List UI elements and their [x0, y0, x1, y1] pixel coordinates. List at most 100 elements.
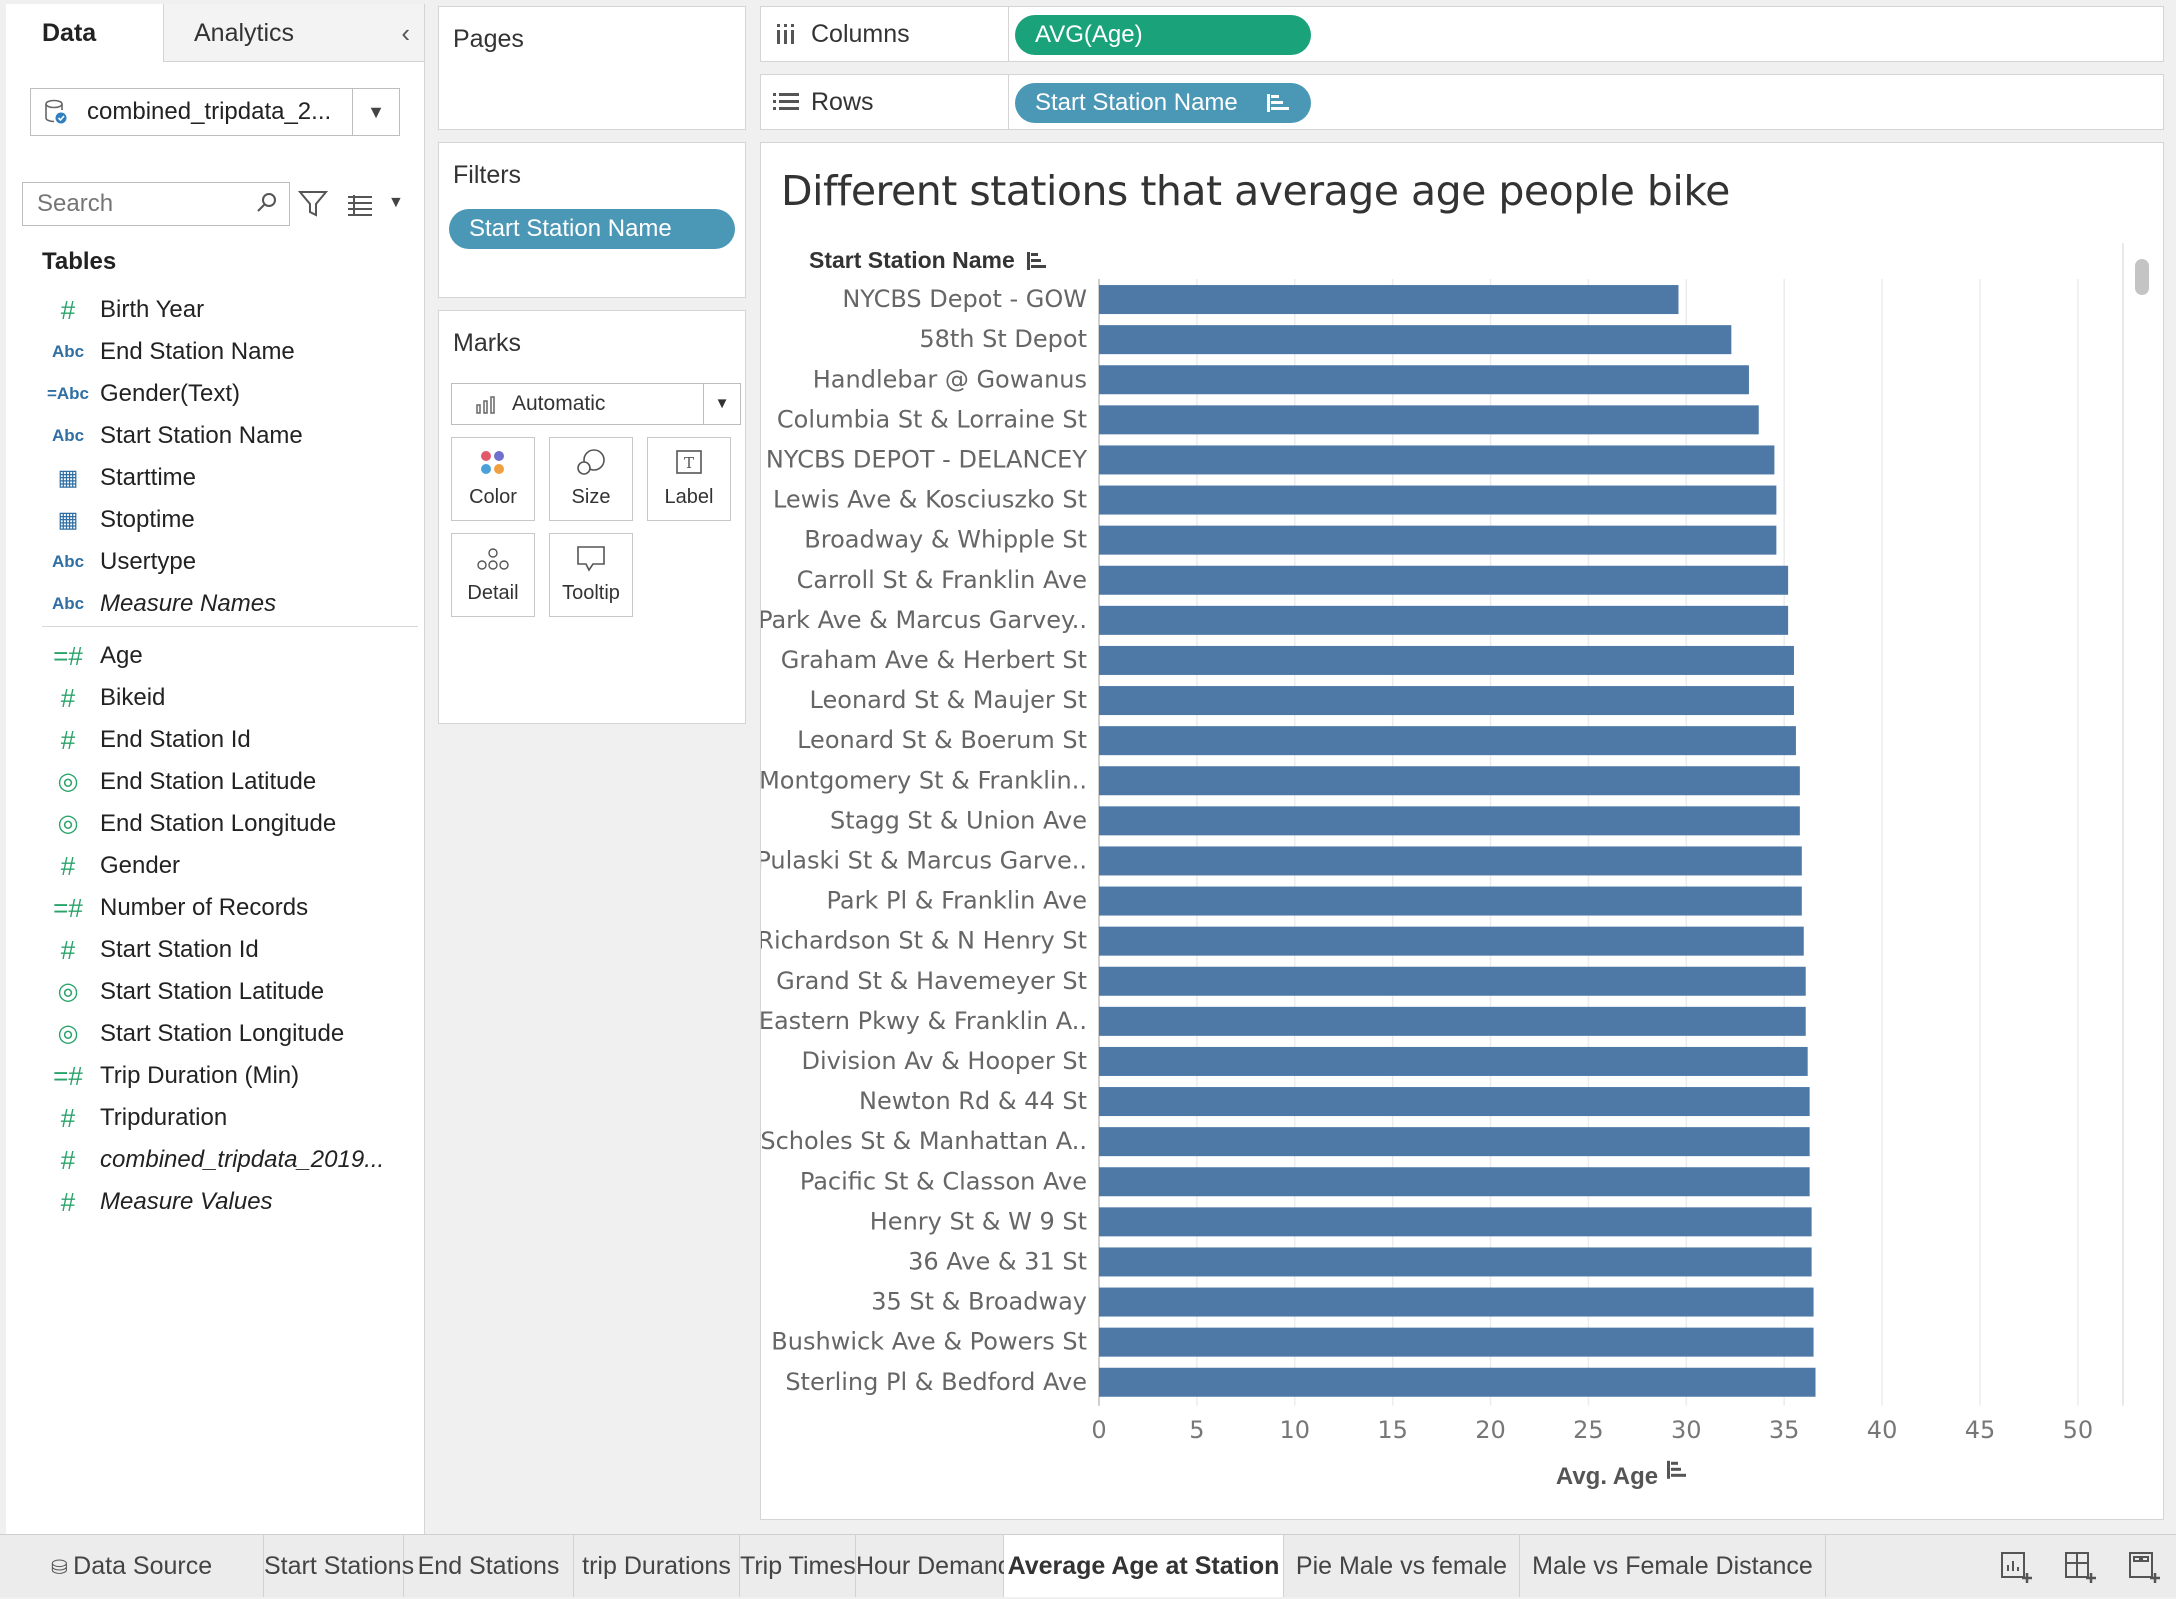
tab-analytics[interactable]: Analytics ‹ [163, 4, 424, 62]
bar[interactable] [1099, 766, 1800, 796]
datasource-select[interactable]: combined_tripdata_2... ▼ [30, 88, 400, 136]
bar[interactable] [1099, 926, 1804, 956]
field-item[interactable]: # Gender [36, 846, 416, 886]
columns-shelf[interactable]: Columns AVG(Age) [760, 6, 2164, 62]
sheet-tab[interactable]: Average Age at Station [1004, 1535, 1284, 1597]
bar[interactable] [1099, 445, 1775, 475]
bar[interactable] [1099, 1127, 1810, 1157]
field-item[interactable]: =# Trip Duration (Min) [36, 1056, 416, 1096]
field-item[interactable]: Abc Start Station Name [36, 416, 416, 456]
search-input[interactable] [23, 183, 249, 225]
field-item[interactable]: # Bikeid [36, 678, 416, 718]
bar[interactable] [1099, 285, 1679, 315]
field-item[interactable]: ◎ Start Station Latitude [36, 972, 416, 1012]
search-field[interactable] [22, 182, 290, 226]
bar[interactable] [1099, 1167, 1810, 1197]
tab-data-source[interactable]: ⛁ Data Source [0, 1535, 264, 1597]
sheet-tab[interactable]: Pie Male vs female [1284, 1535, 1520, 1597]
mark-type-select[interactable]: Automatic ▼ [451, 383, 741, 425]
globe-icon: ◎ [57, 978, 79, 1005]
sheet-tab[interactable]: trip Durations [574, 1535, 740, 1597]
filter-pill[interactable]: Start Station Name [449, 209, 735, 249]
field-item[interactable]: # Tripduration [36, 1098, 416, 1138]
collapse-pane-icon[interactable]: ‹ [401, 18, 410, 48]
bar[interactable] [1099, 1327, 1814, 1357]
bar[interactable] [1099, 1087, 1810, 1117]
size-button[interactable]: Size [549, 437, 633, 521]
bar[interactable] [1099, 1046, 1808, 1076]
detail-button[interactable]: Detail [451, 533, 535, 617]
bar[interactable] [1099, 365, 1749, 395]
bar[interactable] [1099, 1207, 1812, 1237]
scrollbar-thumb[interactable] [2135, 259, 2149, 295]
field-label: combined_tripdata_2019... [100, 1146, 385, 1173]
bar[interactable] [1099, 686, 1794, 716]
sheet-tab[interactable]: End Stations [404, 1535, 574, 1597]
sheet-tab[interactable]: Trip Times [740, 1535, 856, 1597]
bar[interactable] [1099, 886, 1802, 916]
sheet-tab-bar: ⛁ Data Source Start Stations End Stations t… [0, 1534, 2176, 1597]
bar[interactable] [1099, 325, 1732, 355]
bar[interactable] [1099, 806, 1800, 836]
label-button[interactable]: T Label [647, 437, 731, 521]
sheet-tab[interactable]: Start Stations [264, 1535, 414, 1597]
bar[interactable] [1099, 405, 1759, 435]
chevron-down-icon[interactable]: ▼ [352, 89, 399, 135]
bar[interactable] [1099, 1287, 1814, 1317]
category-label: Montgomery St & Franklin.. [761, 766, 1087, 794]
field-item[interactable]: =# Age [36, 636, 416, 676]
field-item[interactable]: =Abc Gender(Text) [36, 374, 416, 414]
sort-icon[interactable] [1667, 1460, 1686, 1479]
tooltip-button[interactable]: Tooltip [549, 533, 633, 617]
filter-icon[interactable] [298, 190, 328, 218]
field-item[interactable]: ◎ Start Station Longitude [36, 1014, 416, 1054]
field-item[interactable]: # Birth Year [36, 290, 416, 330]
field-item[interactable]: Abc Usertype [36, 542, 416, 582]
field-item[interactable]: # Measure Values [36, 1182, 416, 1222]
bar[interactable] [1099, 726, 1796, 756]
view-list-icon[interactable] [346, 194, 374, 216]
field-item[interactable]: Abc Measure Names [36, 584, 416, 624]
field-item[interactable]: # combined_tripdata_2019... [36, 1140, 416, 1180]
sheet-tab-label: End Stations [417, 1552, 560, 1580]
filters-shelf[interactable]: Filters Start Station Name [438, 142, 746, 298]
bar[interactable] [1099, 846, 1802, 876]
bar[interactable] [1099, 565, 1789, 595]
columns-pill[interactable]: AVG(Age) [1015, 15, 1311, 55]
sheet-tab[interactable]: Hour Demand [856, 1535, 1012, 1597]
pages-shelf[interactable]: Pages [438, 6, 746, 130]
color-button[interactable]: Color [451, 437, 535, 521]
bar[interactable] [1099, 525, 1777, 555]
field-item[interactable]: =# Number of Records [36, 888, 416, 928]
bar[interactable] [1099, 605, 1789, 635]
bar[interactable] [1099, 1247, 1812, 1277]
calendar-time-icon: ▦ [57, 507, 79, 532]
new-story-icon[interactable] [2126, 1549, 2162, 1585]
field-item[interactable]: ▦ Stoptime [36, 500, 416, 540]
field-item[interactable]: ◎ End Station Latitude [36, 762, 416, 802]
field-label: Gender [100, 852, 181, 879]
chevron-down-icon[interactable]: ▼ [388, 194, 404, 211]
field-item[interactable]: ◎ End Station Longitude [36, 804, 416, 844]
sheet-tab[interactable]: Male vs Female Distance [1520, 1535, 1826, 1597]
field-item[interactable]: Abc End Station Name [36, 332, 416, 372]
row-header[interactable]: Start Station Name [809, 247, 1047, 274]
bar[interactable] [1099, 1367, 1816, 1397]
new-dashboard-icon[interactable] [2062, 1549, 2098, 1585]
field-item[interactable]: ▦ Starttime [36, 458, 416, 498]
search-icon[interactable] [255, 191, 279, 215]
bar[interactable] [1099, 485, 1777, 515]
svg-text:T: T [684, 454, 694, 472]
rows-shelf[interactable]: Rows Start Station Name [760, 74, 2164, 130]
new-worksheet-icon[interactable] [1998, 1549, 2034, 1585]
chevron-down-icon[interactable]: ▼ [703, 384, 740, 424]
rows-pill[interactable]: Start Station Name [1015, 83, 1311, 123]
bar[interactable] [1099, 645, 1794, 675]
field-item[interactable]: # End Station Id [36, 720, 416, 760]
bar[interactable] [1099, 966, 1806, 996]
field-item[interactable]: # Start Station Id [36, 930, 416, 970]
bar[interactable] [1099, 1006, 1806, 1036]
sort-icon[interactable] [1027, 252, 1047, 270]
tab-data[interactable]: Data [6, 4, 162, 62]
sort-descending-icon[interactable] [1267, 94, 1289, 112]
